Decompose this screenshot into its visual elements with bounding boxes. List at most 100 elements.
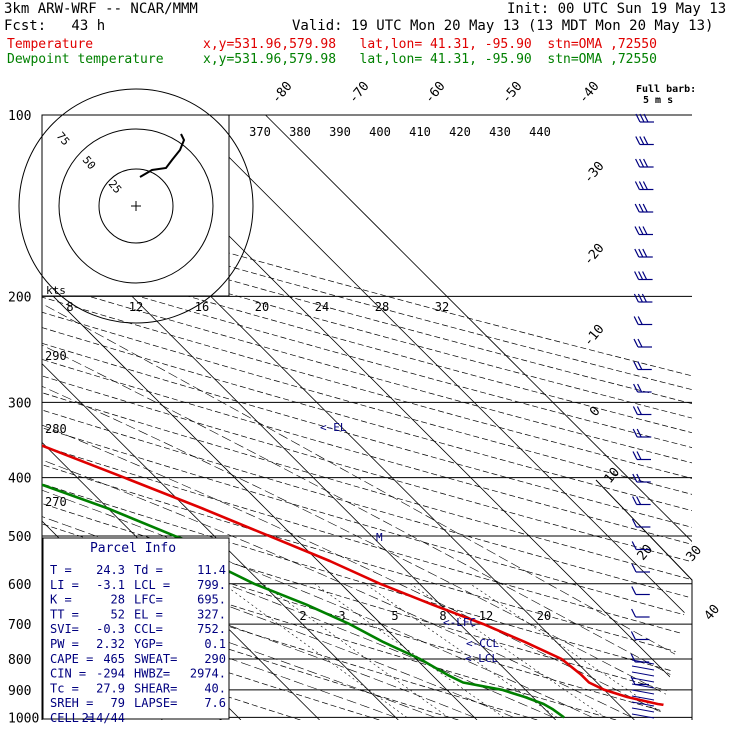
dry-adiabat-line <box>42 139 538 720</box>
parcel-info-key: T = <box>50 563 72 577</box>
dry-adiabat-line <box>42 139 692 720</box>
hodograph-ring <box>58 128 214 284</box>
parcel-info-value: 0.1 <box>204 637 226 651</box>
wind-barb-flag <box>634 181 640 190</box>
parcel-info-value: 214/44 <box>82 711 125 725</box>
pressure-tick-label: 400 <box>8 472 31 487</box>
temperature-station-info: x,y=531.96,579.98 lat,lon= 41.31, -95.90… <box>203 37 657 52</box>
speed-tick-label: 32 <box>435 300 449 314</box>
wind-barb-flag <box>639 136 645 145</box>
dry-adiabat-tick-label: 290 <box>45 349 67 363</box>
isotherm-tick-label: 0 <box>587 404 604 420</box>
speed-tick-label: 16 <box>195 300 209 314</box>
parcel-info-key: EL = <box>134 607 163 621</box>
wind-barb <box>635 158 654 168</box>
speed-tick-label: 24 <box>315 300 329 314</box>
wind-barb <box>633 361 652 371</box>
dewpoint-line <box>42 115 565 719</box>
model-title: 3km ARW-WRF -- NCAR/MMM <box>4 1 198 17</box>
dry-adiabat-line <box>42 139 692 720</box>
temperature-line <box>42 115 692 719</box>
dry-adiabat-line <box>42 139 692 720</box>
parcel-marker-label: < LCL <box>465 652 498 665</box>
dry-adiabat-line <box>42 139 692 720</box>
wind-barb-flag <box>631 563 637 573</box>
wind-barb <box>634 203 654 213</box>
parcel-info-value: -294 <box>96 667 125 681</box>
pressure-tick-label: 500 <box>8 530 31 545</box>
wind-barb <box>634 226 653 236</box>
wind-barb <box>631 665 655 671</box>
mixing-ratio-tick-label: 8 <box>439 609 446 623</box>
wind-barb <box>634 271 653 281</box>
wind-barb-flag <box>642 248 648 258</box>
dry-adiabat-line <box>42 139 692 720</box>
wind-barb-flag <box>633 361 639 370</box>
isotherm-tick-label: -30 <box>581 159 608 187</box>
wind-barb-flag <box>638 248 644 258</box>
wind-barb-flag <box>642 271 648 280</box>
parcel-info-key: LCL = <box>134 578 170 592</box>
parcel-info-key: LFC= <box>134 593 163 607</box>
wind-barb-flag <box>633 338 639 348</box>
wind-barb <box>631 541 651 551</box>
parcel-info-value: 40. <box>204 681 226 695</box>
wind-barb-flag <box>642 203 648 213</box>
isotherm-tick-label: -60 <box>422 79 449 107</box>
parcel-info-value: 24.3 <box>96 563 125 577</box>
isotherm-line <box>0 115 5 720</box>
speed-tick-label: 8 <box>66 300 73 314</box>
isotherm-tick-label: -50 <box>499 79 526 107</box>
init-time: Init: 00 UTC Sun 19 May 13 <box>507 1 727 17</box>
wind-barb-flag <box>636 406 642 415</box>
hodograph-ring <box>18 88 254 324</box>
wind-barb-flag <box>631 608 637 618</box>
isotherm-line <box>42 115 478 720</box>
wind-barb <box>633 293 653 303</box>
wind-barb-flag <box>636 496 642 505</box>
mixing-ratio-line <box>222 583 408 718</box>
wind-barb <box>635 113 654 123</box>
parcel-info-value: 27.9 <box>96 681 125 695</box>
theta-tick-label: 370 <box>249 125 271 139</box>
isotherm-tick-label: -40 <box>576 79 603 107</box>
wind-barb <box>632 496 651 506</box>
pressure-tick-label: 100 <box>8 109 31 124</box>
hodograph-ring <box>98 168 174 244</box>
dry-adiabat-line <box>42 139 380 720</box>
parcel-info-value: 52 <box>111 607 125 621</box>
wind-barb <box>635 136 654 146</box>
parcel-info-key: SREH = <box>50 696 93 710</box>
theta-tick-label: 440 <box>529 125 551 139</box>
parcel-info-key: Td = <box>134 563 163 577</box>
dry-adiabat-line <box>42 139 692 720</box>
wind-barb <box>631 707 655 713</box>
wind-barbs <box>630 113 655 719</box>
wind-barb-flag <box>633 383 639 393</box>
wind-barb-flag <box>632 406 638 415</box>
parcel-info-value: -3.1 <box>96 578 125 592</box>
speed-tick-label: 20 <box>255 300 269 314</box>
mixing-ratio-line <box>314 583 504 718</box>
wind-barb-flag <box>637 316 643 325</box>
wind-barb <box>631 683 655 689</box>
parcel-info-value: -0.3 <box>96 622 125 636</box>
isotherm-tick-label: 40 <box>702 602 724 624</box>
wind-barb <box>631 671 655 677</box>
wind-barb-flag <box>632 451 638 460</box>
wind-barb <box>631 518 651 528</box>
parcel-info-key: SHEAR= <box>134 681 177 695</box>
speed-tick-label: 28 <box>375 300 389 314</box>
dewpoint-legend-label: Dewpoint temperature <box>7 52 164 67</box>
wind-barb <box>634 181 654 191</box>
wind-barb <box>631 677 655 683</box>
wind-barb-flag <box>637 338 643 348</box>
parcel-info-key: SVI= <box>50 622 79 636</box>
wind-barb-flag <box>639 113 645 123</box>
dry-adiabat-line <box>42 139 692 720</box>
dry-adiabat-line <box>42 139 692 720</box>
dry-adiabat-line <box>42 139 692 720</box>
parcel-markers: <-EL M <-LFC <-CCL < LCL <box>320 421 499 665</box>
